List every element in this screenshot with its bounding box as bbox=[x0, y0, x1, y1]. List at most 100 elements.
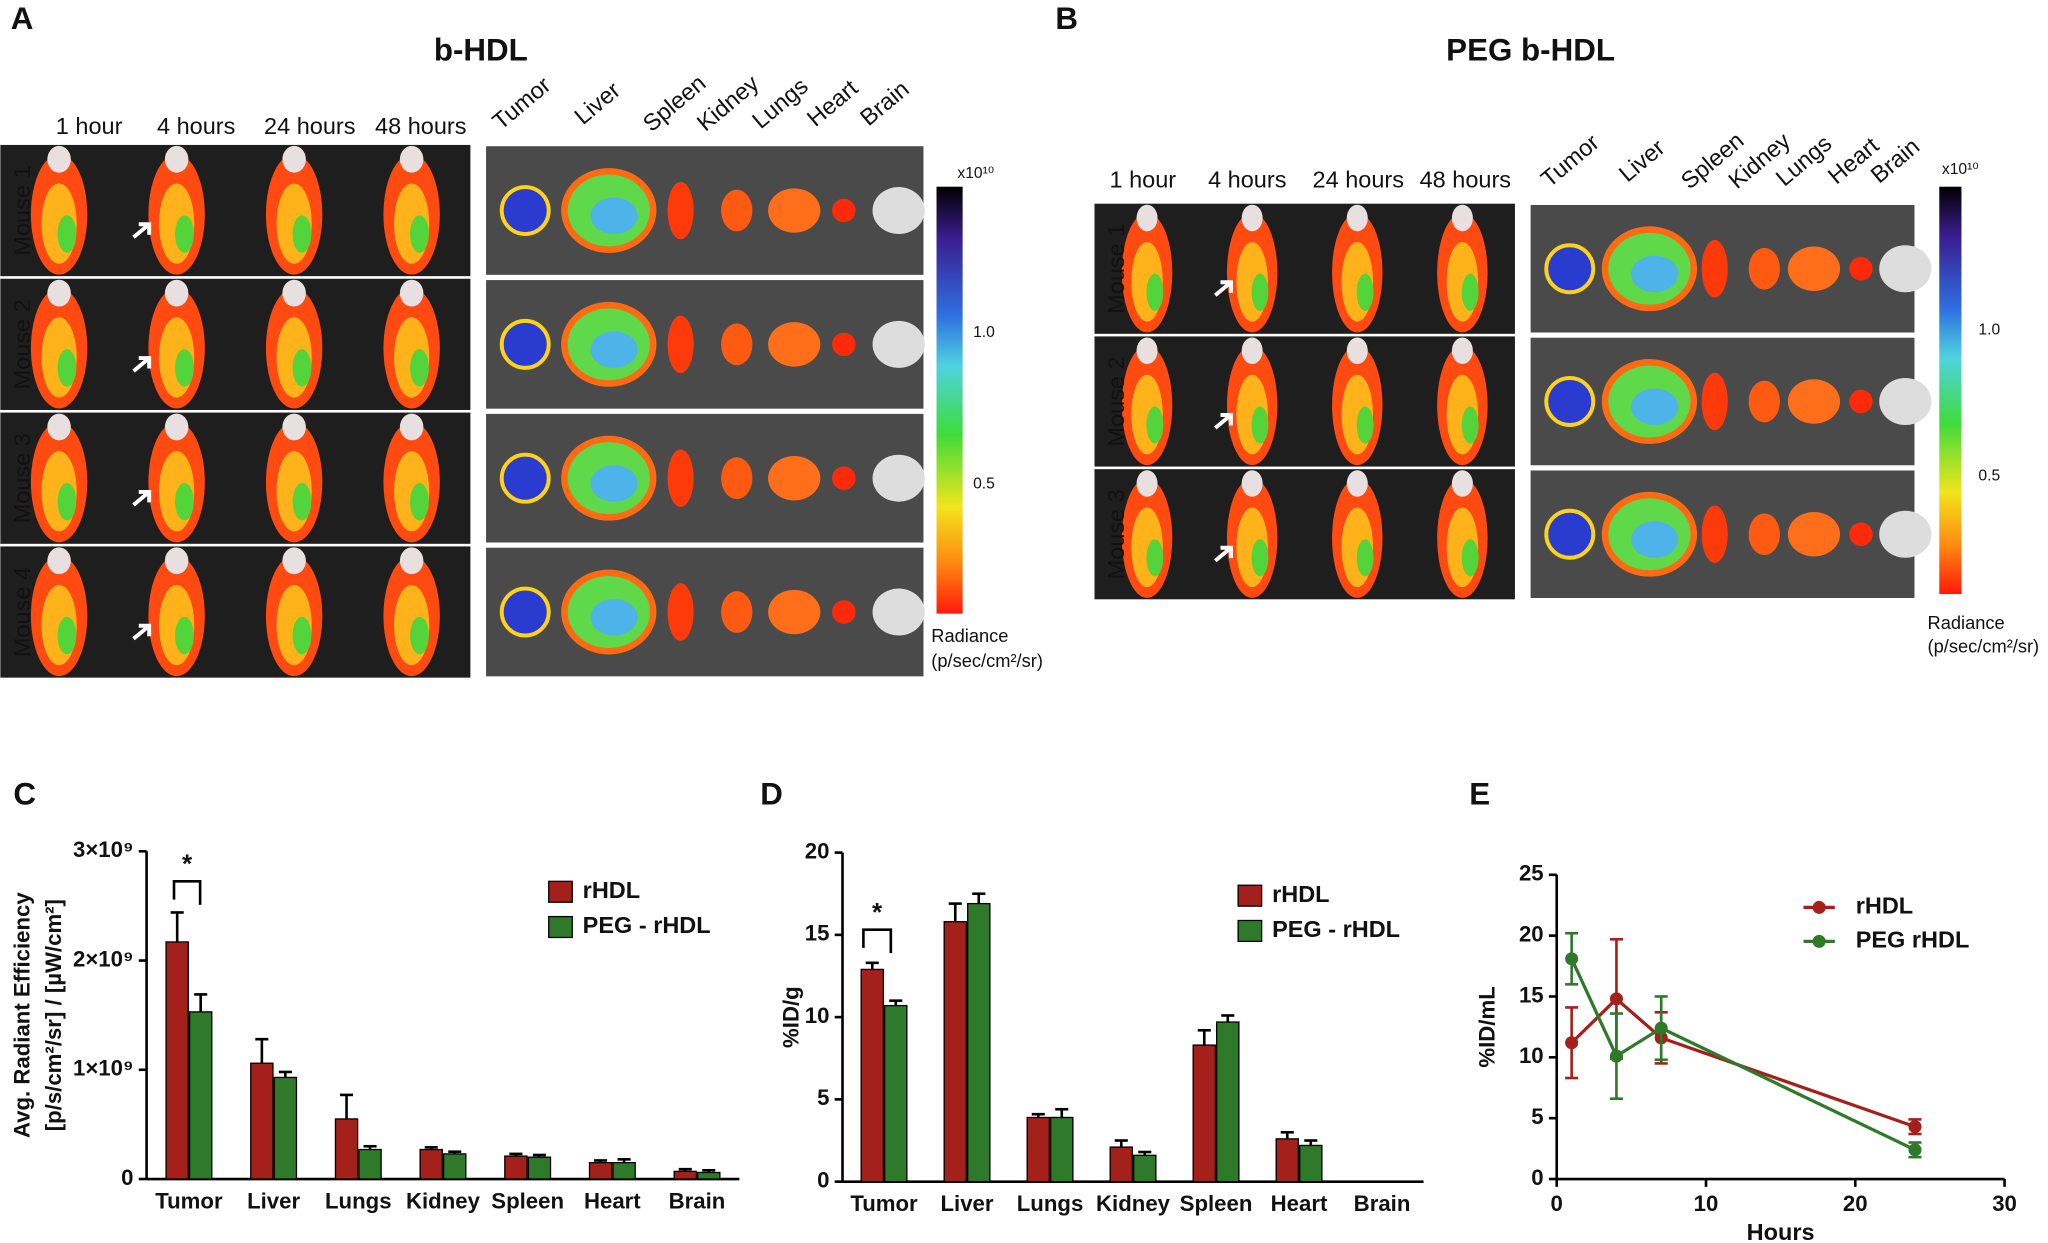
bar bbox=[967, 902, 991, 1183]
mouse-signal bbox=[410, 616, 429, 655]
x-tick-label: Tumor bbox=[850, 1191, 918, 1216]
mouse-head bbox=[1136, 204, 1158, 232]
y-tick-label: 20 bbox=[1519, 922, 1544, 947]
bar bbox=[334, 1118, 359, 1180]
error-bar bbox=[1197, 1028, 1211, 1046]
organ-label: Lungs bbox=[747, 73, 813, 134]
y-tick-label: 5 bbox=[817, 1085, 829, 1110]
organ-spleen bbox=[667, 181, 694, 240]
x-tick-label: Heart bbox=[1271, 1191, 1328, 1216]
data-point bbox=[1908, 1143, 1922, 1157]
mouse-label: Mouse 2 bbox=[1103, 356, 1129, 446]
mouse-head bbox=[399, 413, 424, 441]
y-tick-label: 3×10⁹ bbox=[73, 837, 134, 862]
error-bar bbox=[363, 1144, 377, 1150]
bar bbox=[527, 1156, 552, 1180]
organ-heart bbox=[1849, 256, 1873, 281]
mouse-signal bbox=[1356, 539, 1374, 577]
y-tick-label: 10 bbox=[805, 1003, 830, 1028]
organ-image-row bbox=[486, 280, 924, 409]
mouse-label: Mouse 2 bbox=[9, 299, 35, 389]
time-label: 48 hours bbox=[375, 113, 466, 139]
bar bbox=[1216, 1021, 1240, 1183]
organ-brain bbox=[1879, 377, 1932, 425]
colorbar bbox=[1939, 186, 1962, 595]
organ-liver-core bbox=[590, 598, 638, 636]
organ-heart bbox=[1849, 522, 1873, 546]
colorbar-label: 0.5 bbox=[973, 476, 995, 493]
data-point bbox=[1565, 1036, 1579, 1050]
organ-brain bbox=[872, 320, 925, 368]
mouse-head bbox=[164, 279, 189, 307]
organ-brain bbox=[1879, 510, 1932, 558]
bar bbox=[273, 1076, 298, 1180]
organ-kidney bbox=[1748, 513, 1780, 556]
mouse-signal bbox=[1146, 273, 1164, 311]
mouse-head bbox=[47, 145, 71, 173]
error-bar bbox=[972, 892, 986, 904]
y-axis-label: %ID/g bbox=[779, 986, 804, 1048]
legend-label: rHDL bbox=[1856, 893, 1913, 919]
organ-liver-core bbox=[1631, 521, 1679, 558]
mouse-head bbox=[282, 547, 306, 575]
organ-liver-core bbox=[1631, 255, 1679, 293]
y-tick-label: 10 bbox=[1519, 1043, 1544, 1068]
data-point bbox=[1565, 952, 1579, 966]
bar bbox=[358, 1148, 382, 1180]
mouse-signal bbox=[410, 215, 429, 253]
organ-kidney bbox=[721, 323, 753, 366]
data-point bbox=[1908, 1120, 1922, 1134]
x-tick-label: 10 bbox=[1694, 1191, 1719, 1216]
x-tick-label: Brain bbox=[669, 1188, 726, 1213]
mouse-label: Mouse 1 bbox=[9, 165, 35, 255]
organ-label: Kidney bbox=[692, 70, 764, 136]
colorbar bbox=[936, 186, 963, 614]
organ-lungs bbox=[768, 188, 821, 233]
y-tick-label: 0 bbox=[121, 1165, 133, 1190]
error-bar bbox=[617, 1158, 631, 1163]
mouse-head bbox=[1451, 204, 1473, 232]
arrow bbox=[132, 356, 152, 373]
mouse-signal bbox=[1251, 273, 1269, 311]
colorbar-label: 1.0 bbox=[973, 324, 995, 341]
panel-label: C bbox=[13, 777, 36, 812]
mouse-head bbox=[399, 279, 424, 307]
colorbar-title: Radiance bbox=[1928, 612, 2005, 633]
organ-spleen bbox=[667, 449, 694, 507]
organ-tumor bbox=[1544, 508, 1596, 560]
x-axis-label: Hours bbox=[1747, 1219, 1815, 1243]
mouse-signal bbox=[1356, 406, 1374, 444]
mouse-signal bbox=[1251, 539, 1269, 577]
y-tick-label: 2×10⁹ bbox=[73, 946, 134, 971]
x-tick-label: Liver bbox=[941, 1191, 994, 1216]
error-bar bbox=[1304, 1139, 1318, 1146]
legend-label: rHDL bbox=[1272, 881, 1329, 907]
mouse-head bbox=[164, 413, 189, 441]
x-tick-label: Tumor bbox=[155, 1188, 223, 1213]
y-tick-label: 0 bbox=[817, 1167, 829, 1192]
error-bar bbox=[255, 1037, 269, 1064]
mouse-head bbox=[47, 279, 71, 307]
mouse-signal bbox=[1356, 273, 1374, 311]
panel-label: A bbox=[11, 1, 34, 36]
organ-spleen bbox=[667, 583, 694, 641]
error-bar bbox=[678, 1167, 692, 1172]
x-tick-label: Lungs bbox=[325, 1188, 392, 1213]
error-bar bbox=[424, 1146, 438, 1150]
organ-kidney bbox=[1748, 380, 1780, 423]
organ-lungs bbox=[768, 589, 821, 635]
organ-label: Liver bbox=[569, 77, 625, 130]
mouse-head bbox=[282, 145, 306, 173]
series-line bbox=[1570, 996, 1916, 1129]
organ-liver-core bbox=[590, 465, 638, 502]
organ-image-row bbox=[486, 547, 924, 677]
y-tick-label: 25 bbox=[1519, 861, 1544, 886]
organ-kidney bbox=[721, 591, 753, 633]
organ-lungs bbox=[1787, 379, 1841, 424]
significance-bracket bbox=[172, 880, 202, 905]
x-tick-label: Lungs bbox=[1017, 1191, 1084, 1216]
mouse-head bbox=[1136, 470, 1158, 497]
bar bbox=[697, 1171, 721, 1180]
x-tick-label: Brain bbox=[1354, 1191, 1411, 1216]
data-point bbox=[1609, 992, 1623, 1006]
